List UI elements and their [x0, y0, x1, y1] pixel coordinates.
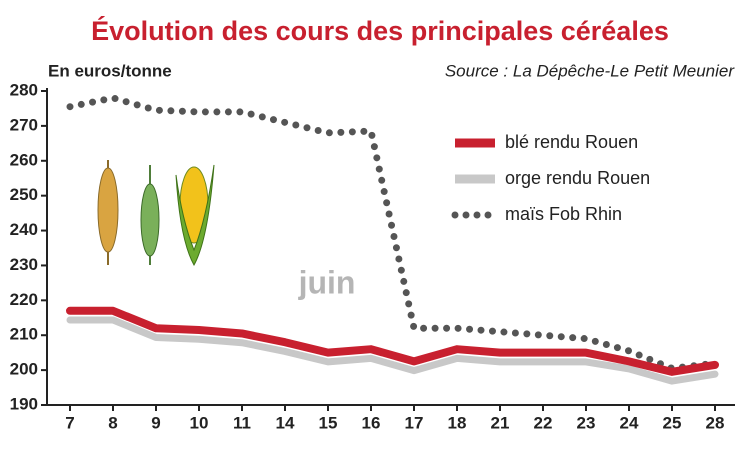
legend-label: orge rendu Rouen	[505, 168, 650, 188]
x-tick-label: 28	[706, 413, 725, 432]
y-axis-label: En euros/tonne	[48, 61, 172, 80]
annotation: juin	[298, 264, 356, 300]
y-tick-label: 190	[10, 394, 38, 413]
x-tick-label: 15	[319, 413, 338, 432]
legend-label: blé rendu Rouen	[505, 132, 638, 152]
y-tick-label: 210	[10, 325, 38, 344]
x-tick-label: 9	[151, 413, 160, 432]
y-tick-label: 200	[10, 360, 38, 379]
x-tick-label: 24	[620, 413, 639, 432]
x-tick-label: 21	[491, 413, 510, 432]
x-tick-label: 16	[362, 413, 381, 432]
series-line	[66, 316, 719, 385]
legend-label: maïs Fob Rhin	[505, 204, 622, 224]
x-tick-label: 22	[534, 413, 553, 432]
y-tick-label: 270	[10, 115, 38, 134]
y-tick-label: 280	[10, 80, 38, 99]
y-tick-label: 220	[10, 290, 38, 309]
y-tick-label: 240	[10, 220, 38, 239]
x-tick-label: 10	[190, 413, 209, 432]
x-tick-label: 11	[233, 413, 251, 432]
series-line	[66, 94, 719, 372]
y-tick-label: 260	[10, 150, 38, 169]
x-tick-label: 18	[448, 413, 467, 432]
legend: blé rendu Rouen orge rendu Rouen maïs Fo…	[451, 132, 650, 224]
cereal-icons	[97, 160, 215, 267]
y-tick-label: 230	[10, 255, 38, 274]
x-tick-label: 25	[663, 413, 682, 432]
chart-title: Évolution des cours des principales céré…	[91, 15, 669, 46]
x-tick-label: 17	[405, 413, 424, 432]
x-tick-label: 23	[577, 413, 596, 432]
x-tick-label: 7	[65, 413, 74, 432]
x-tick-label: 8	[108, 413, 117, 432]
source: Source : La Dépêche-Le Petit Meunier	[445, 61, 736, 80]
x-tick-label: 14	[276, 413, 295, 432]
series-line	[66, 306, 719, 376]
y-tick-label: 250	[10, 185, 38, 204]
